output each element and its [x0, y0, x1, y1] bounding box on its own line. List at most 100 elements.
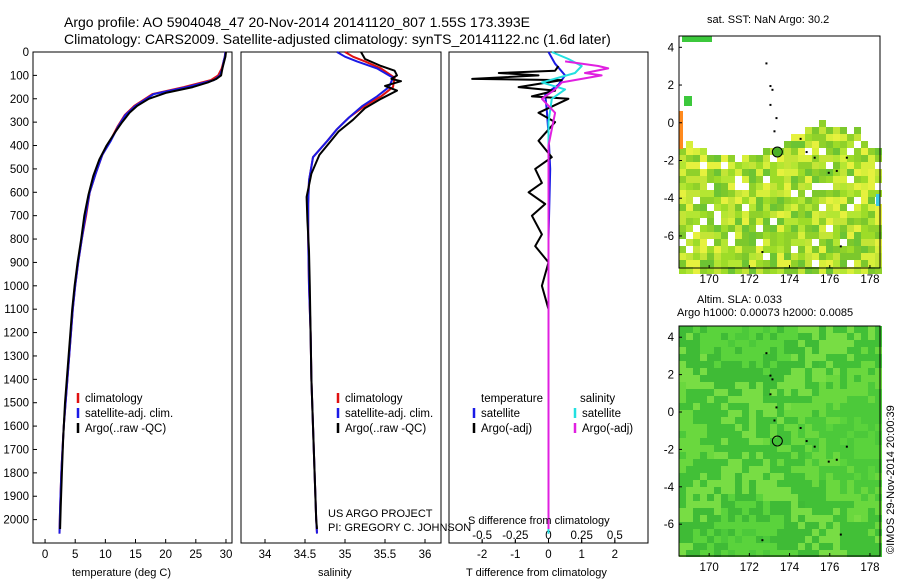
sla-map-grid-cell: [875, 515, 882, 522]
sla-map-grid-cell: [700, 340, 707, 347]
sst-map-grid-cell: [700, 246, 707, 253]
sla-map-grid-cell: [791, 508, 798, 515]
sla-map-grid-cell: [875, 347, 882, 354]
sst-map-grid-cell: [742, 169, 749, 176]
sst-map-grid-cell: [791, 148, 798, 155]
sla-map-grid-cell: [742, 536, 749, 543]
sla-map-grid-cell: [721, 536, 728, 543]
sst-map-grid-cell: [805, 218, 812, 225]
sla-map-grid-cell: [784, 473, 791, 480]
sla-map-grid-cell: [819, 508, 826, 515]
sst-map-grid-cell: [833, 267, 840, 274]
sst-map-xtick-label: 178: [860, 274, 879, 286]
sla-map-grid-cell: [791, 361, 798, 368]
sst-map-grid-cell: [728, 204, 735, 211]
sla-map-grid-cell: [742, 550, 749, 557]
sst-map-grid-cell: [868, 155, 875, 162]
sla-map-grid-cell: [812, 459, 819, 466]
sla-map-grid-cell: [707, 522, 714, 529]
sst-map-grid-cell: [756, 176, 763, 183]
sla-map-grid-cell: [770, 522, 777, 529]
sla-map-grid-cell: [805, 340, 812, 347]
sla-map-grid-cell: [721, 382, 728, 389]
sst-map-grid-cell: [686, 169, 693, 176]
sla-map-grid-cell: [735, 459, 742, 466]
sst-map-argo-marker: [771, 146, 783, 158]
sla-map-grid-cell: [798, 389, 805, 396]
sst-map-grid-cell: [700, 239, 707, 246]
sst-map-grid-cell: [840, 141, 847, 148]
sla-map-grid-cell: [826, 403, 833, 410]
sst-map-grid-cell: [868, 260, 875, 267]
sla-map-grid-cell: [756, 508, 763, 515]
sla-map-grid-cell: [679, 382, 686, 389]
sst-map-grid-cell: [819, 225, 826, 232]
map2-subtitle: Argo h1000: 0.00073 h2000: 0.0085: [677, 307, 853, 319]
sla-map-grid-cell: [798, 459, 805, 466]
sst-map-grid-cell: [784, 246, 791, 253]
sla-map-grid-cell: [854, 494, 861, 501]
sla-map-grid-cell: [735, 494, 742, 501]
sla-map-grid-cell: [707, 543, 714, 550]
sst-map-grid-cell: [679, 176, 686, 183]
sst-map-grid-cell: [798, 197, 805, 204]
sla-map-grid-cell: [868, 529, 875, 536]
sst-map-grid-cell: [721, 246, 728, 253]
sst-map-grid-cell: [826, 127, 833, 134]
sla-map-grid-cell: [812, 501, 819, 508]
sst-map-grid-cell: [826, 197, 833, 204]
sst-map-grid-cell: [819, 232, 826, 239]
sla-map-grid-cell: [777, 466, 784, 473]
sla-map-grid-cell: [721, 550, 728, 557]
sla-map-grid-cell: [791, 466, 798, 473]
sla-map-grid-cell: [833, 508, 840, 515]
sla-map-grid-cell: [875, 487, 882, 494]
sla-map-grid-cell: [777, 459, 784, 466]
sla-map-grid-cell: [700, 354, 707, 361]
sst-map-grid-cell: [756, 204, 763, 211]
diff-series-1: [471, 65, 570, 529]
sla-map-grid-cell: [728, 375, 735, 382]
sst-map-grid-cell: [812, 141, 819, 148]
sla-map-grid-cell: [819, 389, 826, 396]
sst-map-grid-cell: [833, 211, 840, 218]
sst-map-grid-cell: [791, 141, 798, 148]
sst-map-grid-cell: [819, 169, 826, 176]
sla-map-grid-cell: [847, 494, 854, 501]
sla-map-grid-cell: [707, 417, 714, 424]
sla-map-grid-cell: [861, 473, 868, 480]
sla-map-ytick-label: 4: [668, 332, 675, 344]
sst-map-grid-cell: [791, 239, 798, 246]
sst-map-grid-cell: [854, 267, 861, 274]
sst-map-grid-cell: [854, 253, 861, 260]
sst-map-ytick-label: -6: [664, 231, 674, 243]
sla-map-grid-cell: [693, 326, 700, 333]
sla-map-grid-cell: [805, 452, 812, 459]
sla-map-grid-cell: [707, 445, 714, 452]
sla-map-grid-cell: [805, 410, 812, 417]
sla-map-grid-cell: [840, 382, 847, 389]
sla-map-grid-cell: [833, 410, 840, 417]
sst-map-grid-cell: [812, 134, 819, 141]
sst-map-grid-cell: [819, 246, 826, 253]
sla-map-grid-cell: [833, 501, 840, 508]
sst-map-island: [773, 130, 776, 133]
sst-map-grid-cell: [763, 197, 770, 204]
sst-map-grid-cell: [770, 169, 777, 176]
sst-map-grid-cell: [728, 253, 735, 260]
sla-map-grid-cell: [875, 410, 882, 417]
sla-map-grid-cell: [707, 550, 714, 557]
sst-map-grid-cell: [805, 134, 812, 141]
sla-map-grid-cell: [840, 417, 847, 424]
sla-map-grid-cell: [728, 382, 735, 389]
sst-map-grid-cell: [840, 155, 847, 162]
sla-map-grid-cell: [784, 515, 791, 522]
sst-map-grid-cell: [819, 190, 826, 197]
sla-map-grid-cell: [833, 340, 840, 347]
sla-map-grid-cell: [791, 459, 798, 466]
sst-map-grid-cell: [763, 232, 770, 239]
sst-map-grid-cell: [861, 204, 868, 211]
sla-map-island: [827, 460, 830, 463]
sla-map-grid-cell: [686, 424, 693, 431]
sla-map-grid-cell: [770, 396, 777, 403]
